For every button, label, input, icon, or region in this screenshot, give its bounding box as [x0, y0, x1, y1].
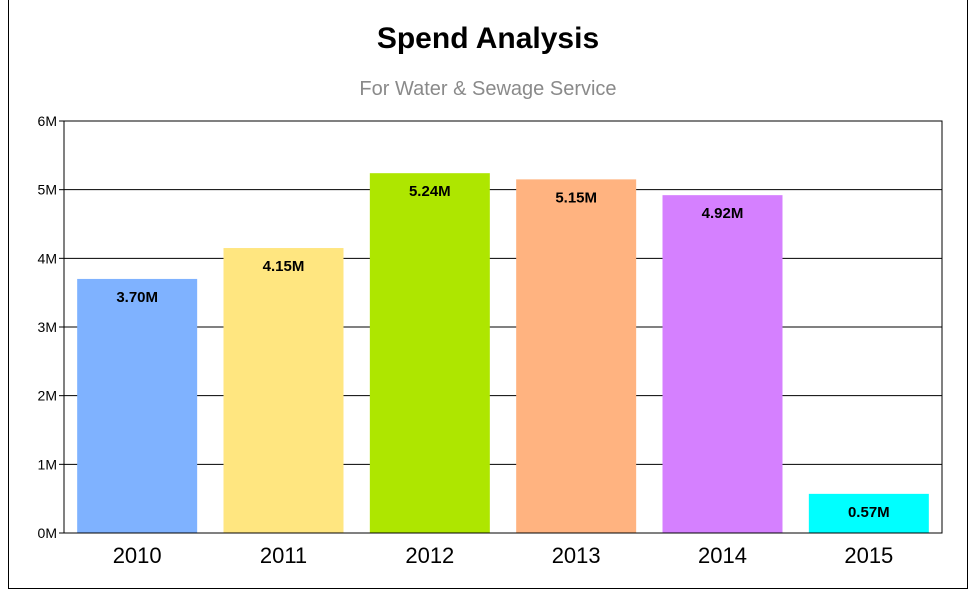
data-label-2015: 0.57M — [848, 504, 890, 521]
data-label-2012: 5.24M — [409, 183, 451, 200]
x-tick-label: 2014 — [698, 543, 747, 568]
chart-subtitle: For Water & Sewage Service — [359, 78, 617, 100]
y-tick-label: 5M — [38, 182, 57, 198]
y-tick-label: 6M — [38, 113, 57, 129]
y-tick-label: 2M — [38, 388, 57, 404]
bar-2015 — [808, 493, 929, 533]
y-tick-label: 3M — [38, 319, 57, 335]
bar-2012 — [369, 173, 490, 534]
x-tick-label: 2015 — [844, 543, 893, 568]
x-tick-label: 2011 — [260, 543, 307, 568]
data-label-2010: 3.70M — [116, 289, 158, 306]
data-label-2013: 5.15M — [555, 189, 597, 206]
data-label-2014: 4.92M — [702, 205, 744, 222]
y-tick-label: 4M — [38, 250, 57, 266]
labels: 0M 1M 2M 3M 4M 5M 6M 3.70M 2010 4.15M 2011 5.24M 201… — [38, 113, 894, 568]
axes — [59, 120, 943, 534]
x-tick-label: 2010 — [113, 543, 162, 568]
x-tick-label: 2012 — [405, 543, 454, 568]
bar-2013 — [516, 179, 637, 533]
chart-title: Spend Analysis — [376, 22, 600, 55]
plot-area-border — [63, 120, 943, 534]
bar-2014 — [662, 195, 783, 533]
data-label-2011: 4.15M — [263, 258, 305, 275]
x-tick-label: 2013 — [552, 543, 601, 568]
bar-2010 — [77, 278, 198, 533]
bars — [77, 173, 929, 534]
y-tick-label: 1M — [38, 456, 57, 472]
y-tick-label: 0M — [38, 525, 57, 541]
chart-frame — [8, 0, 968, 589]
bar-2011 — [223, 248, 344, 534]
